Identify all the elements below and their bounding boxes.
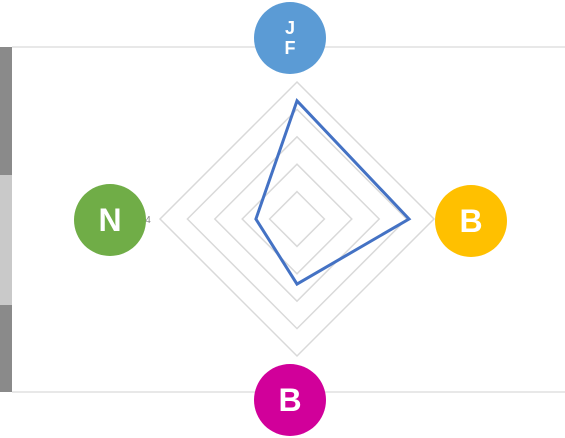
axis-label: J F [254, 2, 326, 74]
photo-strip [0, 175, 12, 305]
grid-ring [213, 135, 381, 303]
r-tick-label: 4 [145, 215, 151, 226]
grid-ring [158, 80, 436, 358]
series-line [254, 98, 412, 287]
axis-label: N [74, 184, 146, 256]
grid-ring [186, 108, 408, 330]
grid-ring [268, 190, 326, 248]
axis-label: B [254, 364, 326, 436]
grid-ring [241, 163, 353, 275]
axis-label: B [435, 185, 507, 257]
